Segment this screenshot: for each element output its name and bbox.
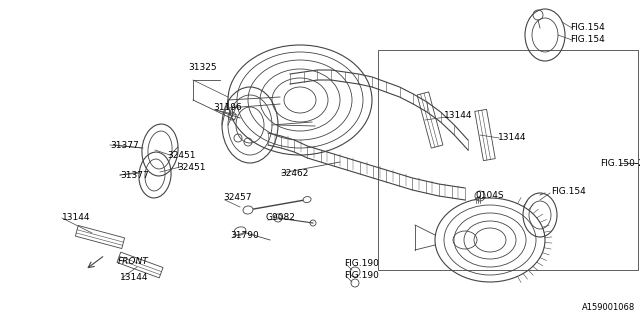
Text: 13144: 13144 bbox=[498, 133, 527, 142]
Text: 31377: 31377 bbox=[110, 140, 139, 149]
Bar bbox=[378, 50, 638, 270]
Text: 32457: 32457 bbox=[223, 194, 252, 203]
Text: A159001068: A159001068 bbox=[582, 302, 636, 311]
Text: 31377: 31377 bbox=[120, 171, 148, 180]
Text: FIG.190: FIG.190 bbox=[344, 271, 379, 281]
Text: FIG.150-2: FIG.150-2 bbox=[600, 158, 640, 167]
Text: 32462: 32462 bbox=[280, 169, 308, 178]
Text: 13144: 13144 bbox=[444, 110, 472, 119]
Text: FRONT: FRONT bbox=[118, 258, 148, 267]
Text: 32451: 32451 bbox=[167, 150, 195, 159]
Text: FIG.190: FIG.190 bbox=[344, 260, 379, 268]
Text: 31790: 31790 bbox=[230, 230, 259, 239]
Text: 13144: 13144 bbox=[62, 213, 90, 222]
Text: 0104S: 0104S bbox=[475, 190, 504, 199]
Text: 31325: 31325 bbox=[188, 63, 216, 73]
Text: FIG.154: FIG.154 bbox=[570, 36, 605, 44]
Text: FIG.154: FIG.154 bbox=[570, 23, 605, 33]
Text: FIG.154: FIG.154 bbox=[551, 188, 586, 196]
Text: G9082: G9082 bbox=[265, 213, 295, 222]
Text: 31196: 31196 bbox=[213, 103, 242, 113]
Text: 32451: 32451 bbox=[177, 163, 205, 172]
Ellipse shape bbox=[303, 196, 311, 203]
Ellipse shape bbox=[243, 206, 253, 214]
Text: 13144: 13144 bbox=[120, 274, 148, 283]
